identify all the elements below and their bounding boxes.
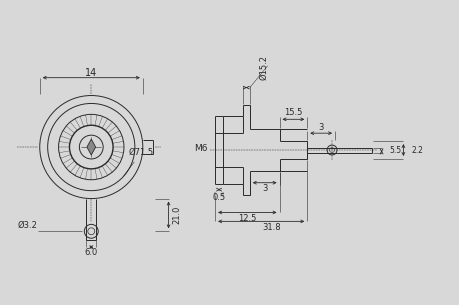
- Text: 5.5: 5.5: [390, 145, 402, 155]
- Text: 6.0: 6.0: [84, 248, 98, 257]
- Text: 2.2: 2.2: [411, 145, 423, 155]
- Text: Ø15.2: Ø15.2: [259, 55, 268, 80]
- Text: M6: M6: [194, 144, 207, 152]
- Polygon shape: [87, 139, 95, 155]
- Text: 0.5: 0.5: [213, 193, 226, 202]
- Text: 15.5: 15.5: [284, 108, 302, 117]
- Text: Ø71.5: Ø71.5: [124, 148, 154, 176]
- Text: 12.5: 12.5: [238, 214, 257, 223]
- Text: 3: 3: [262, 184, 267, 193]
- Text: Ø3.2: Ø3.2: [18, 221, 38, 230]
- Text: 14: 14: [85, 68, 97, 78]
- Text: 3: 3: [319, 123, 324, 132]
- Text: 31.8: 31.8: [262, 223, 280, 232]
- Text: 21.0: 21.0: [172, 206, 181, 224]
